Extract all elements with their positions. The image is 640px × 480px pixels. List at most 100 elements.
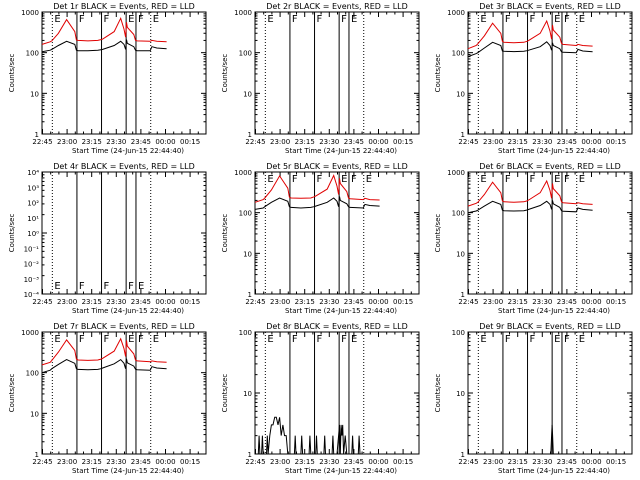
y-tick-label: 1: [35, 451, 39, 459]
time-marker-label: E: [267, 174, 273, 185]
x-tick-label: 23:00: [270, 138, 290, 146]
time-marker-label: E: [267, 334, 273, 345]
time-marker-label: F: [505, 174, 511, 185]
x-tick-label: 23:30: [106, 138, 126, 146]
x-tick-label: 00:00: [155, 458, 175, 466]
y-tick-label: 10: [30, 410, 39, 418]
series-line-events: [467, 41, 593, 58]
time-marker-label: F: [292, 334, 298, 345]
time-marker-label: E: [54, 334, 60, 345]
y-axis-label: Counts/sec: [434, 374, 442, 413]
x-tick-label: 22:45: [245, 138, 265, 146]
panel-det-6: Det 6r BLACK = Events, RED = LLD 1 10 100 10…: [434, 162, 633, 315]
x-tick-label: 23:30: [532, 138, 552, 146]
y-axis-label: Counts/sec: [8, 54, 16, 93]
panel-det-4: Det 4r BLACK = Events, RED = LLD 10⁻⁴ 10⁻³…: [8, 162, 207, 315]
x-axis-label: Start Time (24-Jun-15 22:44:40): [72, 467, 184, 475]
x-tick-label: 23:15: [82, 298, 102, 306]
x-tick-label: 23:15: [295, 298, 315, 306]
series-line-events: [254, 196, 380, 210]
y-tick-label: 100: [26, 50, 39, 58]
y-axis-label: Counts/sec: [8, 374, 16, 413]
x-tick-label: 00:15: [393, 298, 413, 306]
time-marker-label: E: [267, 14, 273, 25]
x-tick-label: 23:45: [344, 298, 364, 306]
y-tick-label: 100: [452, 210, 465, 218]
x-tick-label: 22:45: [245, 298, 265, 306]
panel-title: Det 6r BLACK = Events, RED = LLD: [479, 162, 621, 171]
panel-det-2: Det 2r BLACK = Events, RED = LLD 1 10 100 10…: [221, 2, 420, 155]
x-tick-label: 00:15: [180, 138, 200, 146]
time-marker-label: F: [317, 334, 323, 345]
time-marker-label: F: [104, 334, 110, 345]
y-tick-label: 1000: [234, 169, 252, 177]
time-marker-label: E: [480, 14, 486, 25]
time-marker-label: F: [79, 281, 85, 292]
panel-title: Det 8r BLACK = Events, RED = LLD: [266, 322, 408, 331]
y-tick-label: 10⁻⁴: [24, 291, 40, 299]
x-tick-label: 23:30: [319, 138, 339, 146]
x-tick-label: 00:15: [606, 138, 626, 146]
series-line-events: [41, 39, 167, 53]
panel-title: Det 2r BLACK = Events, RED = LLD: [266, 2, 408, 11]
time-marker-label: F: [341, 334, 347, 345]
panel-title: Det 1r BLACK = Events, RED = LLD: [53, 2, 195, 11]
time-marker-label: F: [530, 14, 536, 25]
time-marker-label: E: [480, 174, 486, 185]
time-marker-label: E: [351, 334, 357, 345]
y-tick-label: 1000: [234, 9, 252, 17]
y-axis-label: Counts/sec: [221, 374, 229, 413]
series-line-events: [255, 416, 419, 455]
x-tick-label: 00:15: [606, 458, 626, 466]
x-axis-label: Start Time (24-Jun-15 22:44:40): [285, 147, 397, 155]
panel-det-9: Det 9r BLACK = Events, RED = LLD 1 10 100 Co…: [434, 322, 633, 475]
x-tick-label: 23:30: [532, 298, 552, 306]
time-marker-label: F: [351, 174, 357, 185]
time-marker-label: F: [564, 14, 570, 25]
series-line-lld: [467, 19, 593, 50]
panel-title: Det 4r BLACK = Events, RED = LLD: [53, 162, 195, 171]
y-tick-label: 10⁻³: [24, 276, 40, 284]
x-tick-label: 22:45: [458, 458, 478, 466]
x-axis-label: Start Time (24-Jun-15 22:44:40): [498, 467, 610, 475]
y-tick-label: 100: [26, 370, 39, 378]
time-marker-label: E: [579, 174, 585, 185]
y-tick-label: 10⁻²: [24, 261, 40, 269]
plot-frame: [254, 11, 420, 135]
y-tick-label: 1: [35, 131, 39, 139]
x-tick-label: 23:15: [295, 138, 315, 146]
y-tick-label: 10⁻¹: [24, 245, 40, 253]
y-tick-label: 10: [243, 250, 252, 258]
y-tick-label: 10⁰: [27, 230, 39, 238]
y-tick-label: 1000: [21, 329, 39, 337]
panel-det-5: Det 5r BLACK = Events, RED = LLD 1 10 100 10…: [221, 162, 420, 315]
x-tick-label: 23:30: [106, 458, 126, 466]
x-tick-label: 22:45: [32, 458, 52, 466]
y-tick-label: 1: [461, 131, 465, 139]
x-tick-label: 22:45: [458, 138, 478, 146]
time-marker-label: F: [564, 174, 570, 185]
time-marker-label: E: [54, 281, 60, 292]
y-tick-label: 100: [452, 329, 465, 337]
x-tick-label: 23:15: [295, 458, 315, 466]
x-axis-label: Start Time (24-Jun-15 22:44:40): [498, 307, 610, 315]
y-tick-label: 10: [30, 90, 39, 98]
x-tick-label: 23:15: [82, 138, 102, 146]
time-marker-label: F: [317, 14, 323, 25]
time-marker-label: F: [564, 334, 570, 345]
x-tick-label: 00:00: [368, 138, 388, 146]
time-marker-label: F: [292, 174, 298, 185]
panel-det-1: Det 1r BLACK = Events, RED = LLD 1 10 100 10…: [8, 2, 207, 155]
series-line-lld: [41, 337, 167, 366]
x-tick-label: 00:00: [581, 298, 601, 306]
panel-title: Det 7r BLACK = Events, RED = LLD: [53, 322, 195, 331]
y-tick-label: 10: [456, 90, 465, 98]
panel-title: Det 3r BLACK = Events, RED = LLD: [479, 2, 621, 11]
x-tick-label: 23:45: [557, 138, 577, 146]
y-tick-label: 10¹: [27, 215, 39, 223]
x-tick-label: 23:45: [557, 458, 577, 466]
x-tick-label: 00:15: [393, 458, 413, 466]
x-tick-label: 23:15: [82, 458, 102, 466]
x-tick-label: 23:30: [106, 298, 126, 306]
time-marker-label: E: [153, 334, 159, 345]
